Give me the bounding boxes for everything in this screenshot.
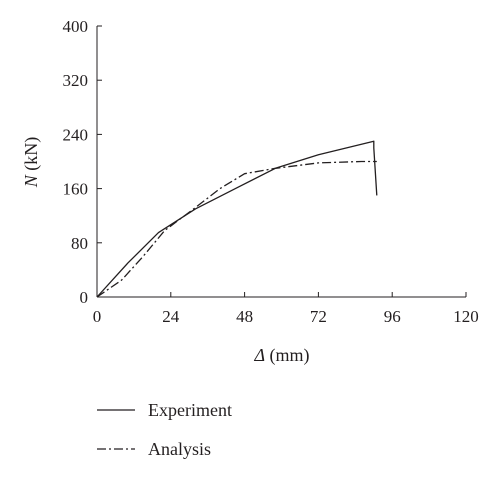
x-axis-label-unit: (mm) — [265, 345, 310, 366]
x-tick-label-4: 96 — [384, 307, 401, 326]
x-tick-label-3: 72 — [310, 307, 327, 326]
y-tick-label-2: 160 — [63, 180, 89, 199]
series-line-experiment — [96, 140, 378, 298]
legend: Experiment Analysis — [97, 400, 232, 459]
y-axis-label-unit: (kN) — [21, 137, 42, 176]
y-tick-label-3: 240 — [63, 125, 89, 144]
x-tick-label-1: 24 — [162, 307, 180, 326]
x-axis-label: Δ (mm) — [253, 345, 309, 366]
series-line-analysis — [96, 160, 377, 298]
legend-label-experiment: Experiment — [148, 400, 232, 420]
x-tick-label-0: 0 — [93, 307, 102, 326]
y-tick-label-1: 80 — [71, 234, 88, 253]
x-axis-label-var: Δ — [253, 345, 265, 365]
y-axis-label-var: N — [21, 174, 41, 188]
axes — [96, 26, 466, 298]
y-tick-label-5: 400 — [63, 17, 89, 36]
series-group — [96, 140, 378, 298]
ticks: 0 80 160 240 320 400 0 24 48 72 96 120 — [63, 17, 479, 326]
y-axis-label: N (kN) — [21, 137, 42, 189]
legend-label-analysis: Analysis — [148, 439, 211, 459]
y-tick-label-4: 320 — [63, 71, 89, 90]
x-tick-label-2: 48 — [236, 307, 253, 326]
x-tick-label-5: 120 — [453, 307, 479, 326]
y-tick-label-0: 0 — [80, 288, 89, 307]
